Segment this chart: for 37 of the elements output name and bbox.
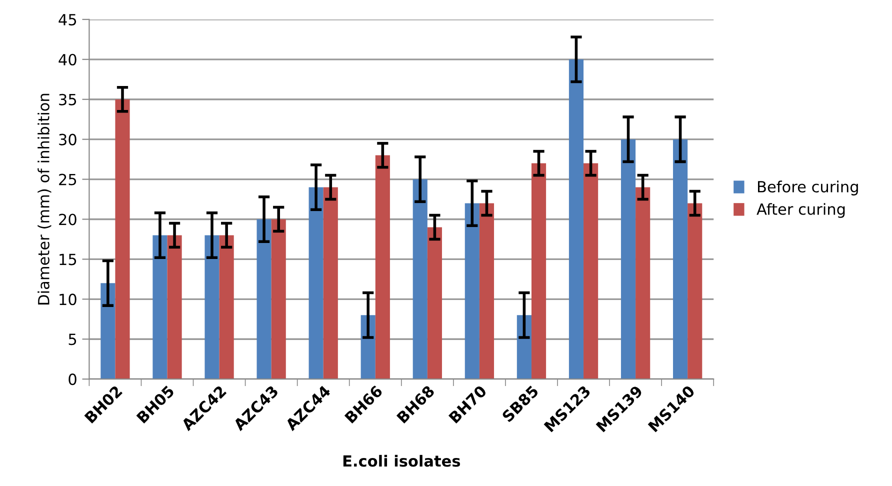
bar <box>636 187 650 380</box>
bar <box>531 163 546 380</box>
y-tick-label: 10 <box>60 294 76 306</box>
y-tick-label: 45 <box>58 14 76 26</box>
bar <box>152 235 168 380</box>
bar <box>323 187 338 380</box>
y-tick-label: 5 <box>68 334 76 346</box>
y-tick-label: 30 <box>59 134 76 146</box>
y-tick-label: 0 <box>68 374 76 386</box>
bar <box>516 315 532 380</box>
bar <box>412 179 428 380</box>
bar <box>115 99 130 380</box>
y-tick-label: 15 <box>60 254 76 266</box>
bar <box>673 139 688 380</box>
y-tick-label: 35 <box>59 94 76 106</box>
bar <box>427 227 442 380</box>
x-axis-title: E.coli isolates <box>343 454 460 467</box>
bar <box>308 187 324 380</box>
bar <box>167 235 182 380</box>
bar <box>271 219 286 380</box>
bar <box>256 219 272 380</box>
y-tick-label: 25 <box>59 174 76 186</box>
bar <box>584 163 598 380</box>
bar <box>464 203 480 380</box>
bar <box>620 139 636 380</box>
bar <box>375 155 390 380</box>
y-tick-label: 40 <box>58 54 76 66</box>
legend-label: After curing <box>756 203 845 218</box>
y-axis-title: Diameter (mm) of inhibition <box>38 94 52 304</box>
legend-label: Before curing <box>758 180 858 196</box>
bar <box>568 59 584 380</box>
y-tick-label: 20 <box>59 214 76 226</box>
bar <box>219 235 234 380</box>
bar <box>688 203 702 380</box>
bar <box>204 235 220 380</box>
bar <box>100 283 116 380</box>
bar <box>479 203 494 380</box>
